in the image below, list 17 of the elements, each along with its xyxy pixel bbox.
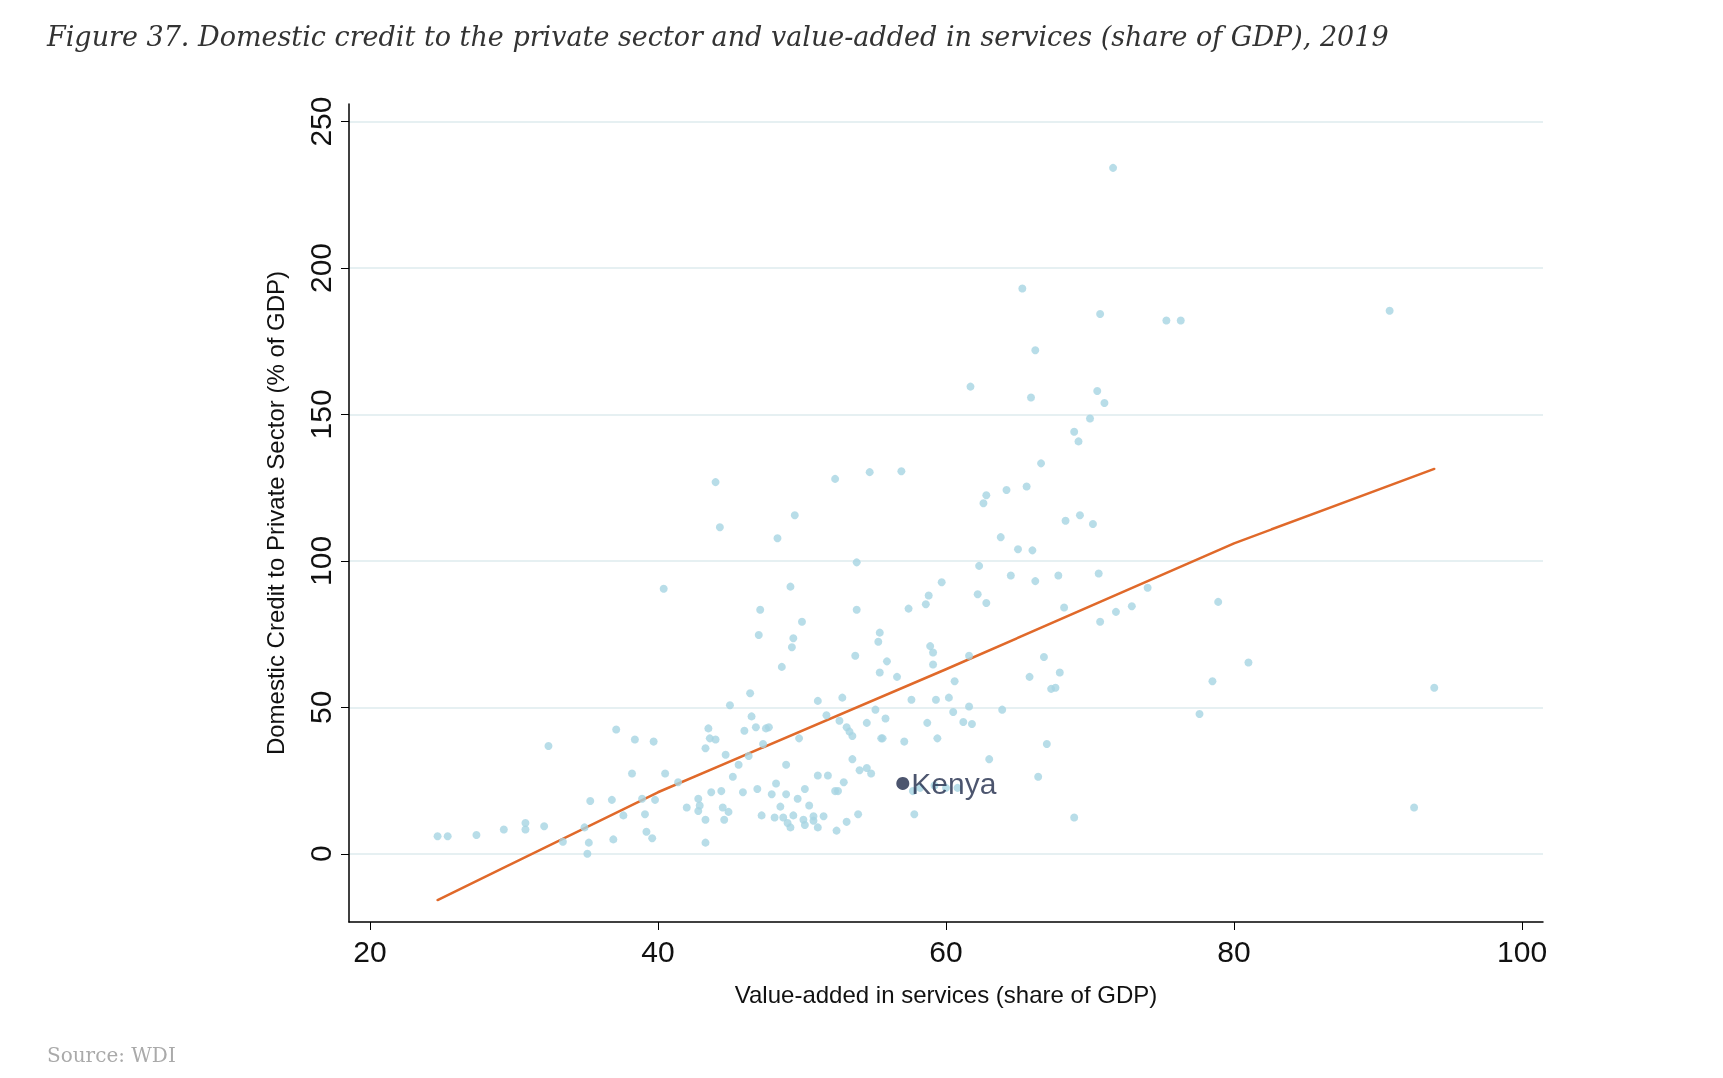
y-tick-label: 100	[303, 535, 337, 586]
y-tick-label: 50	[303, 690, 337, 725]
x-tick-label: 40	[641, 934, 675, 968]
x-axis-title: Value-added in services (share of GDP)	[734, 980, 1158, 1008]
y-tick-label: 250	[303, 96, 337, 147]
x-tick-label: 80	[1217, 934, 1251, 968]
y-tick-label: 150	[303, 389, 337, 440]
y-tick-label: 0	[303, 845, 337, 863]
y-tick-label: 200	[303, 242, 337, 294]
series-label: Kenya	[911, 766, 997, 800]
x-tick-label: 20	[353, 934, 387, 968]
x-tick-label: 60	[929, 934, 963, 968]
source-note: Source: WDI	[47, 1043, 176, 1067]
y-axis-title: Domestic Credit to Private Sector (% of GDP)	[261, 270, 289, 756]
x-tick-label: 100	[1497, 934, 1548, 968]
chart-title: Figure 37. Domestic credit to the private sector and value-added in services (share of GDP), 2019	[46, 21, 1389, 52]
line-series	[436, 467, 1436, 902]
